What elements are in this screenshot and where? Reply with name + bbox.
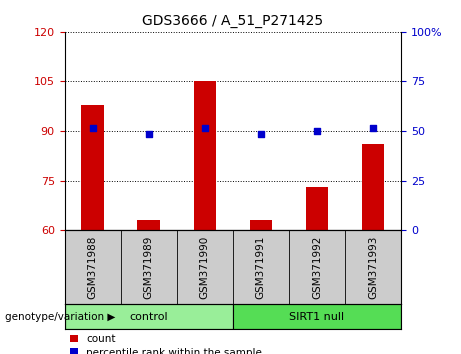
Text: GSM371992: GSM371992: [312, 236, 322, 299]
Bar: [82, 104, 104, 230]
Text: GSM371993: GSM371993: [368, 236, 378, 299]
Bar: [250, 220, 272, 230]
Text: GSM371988: GSM371988: [88, 236, 98, 299]
Bar: [137, 220, 160, 230]
Text: GSM371990: GSM371990: [200, 236, 210, 299]
Text: genotype/variation ▶: genotype/variation ▶: [5, 312, 115, 322]
Point: [201, 125, 208, 131]
Text: GSM371989: GSM371989: [144, 236, 154, 299]
Legend: count, percentile rank within the sample: count, percentile rank within the sample: [70, 335, 262, 354]
Point: [257, 131, 265, 137]
Text: GSM371991: GSM371991: [256, 236, 266, 299]
Point: [313, 128, 321, 134]
Bar: [65, 304, 233, 329]
Bar: [233, 304, 401, 329]
Point: [89, 125, 96, 131]
Point: [369, 125, 377, 131]
Title: GDS3666 / A_51_P271425: GDS3666 / A_51_P271425: [142, 14, 323, 28]
Bar: [306, 187, 328, 230]
Point: [145, 131, 152, 137]
Bar: [194, 81, 216, 230]
Bar: [362, 144, 384, 230]
Text: SIRT1 null: SIRT1 null: [290, 312, 344, 322]
Text: control: control: [130, 312, 168, 322]
